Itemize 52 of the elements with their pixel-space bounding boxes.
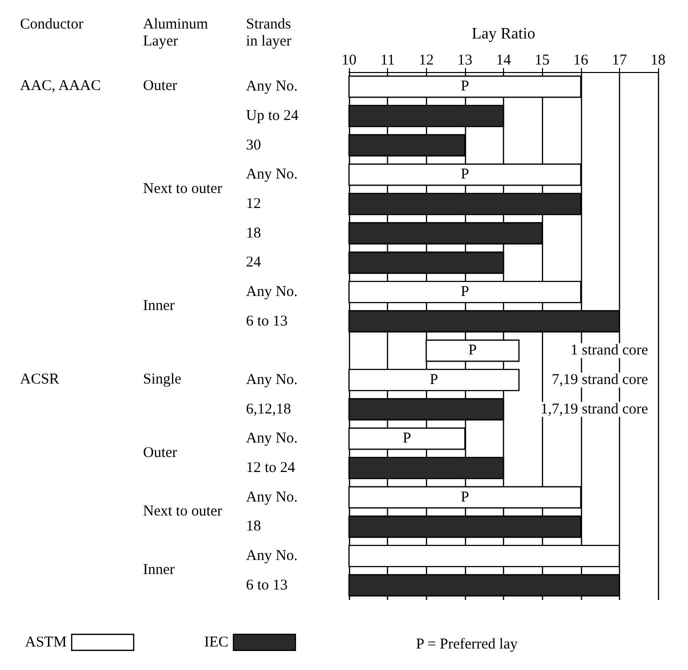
- y-tick-label: 30: [246, 137, 261, 154]
- x-tick-label: 12: [418, 52, 434, 68]
- text: ACSR: [20, 372, 60, 388]
- data-label: P: [460, 166, 470, 183]
- x-axis-title: Lay Ratio: [472, 26, 536, 42]
- y-tick-label: 6 to 13: [246, 577, 288, 594]
- y-tick-label: Any No.: [246, 430, 298, 447]
- y-tick-label: Any No.: [246, 372, 298, 388]
- text: P = Preferred lay: [416, 636, 518, 652]
- y-tick-label: Any No.: [246, 284, 298, 300]
- text: Single: [143, 372, 182, 388]
- x-tick-label: 17: [612, 52, 628, 68]
- y-tick-label: 24: [246, 254, 262, 271]
- data-label: P: [430, 372, 438, 388]
- legend-label: ASTM: [24, 634, 67, 650]
- y-tick-label: 18: [246, 518, 261, 535]
- y2-tick-label: 7,19 strand core: [552, 372, 648, 388]
- data-label: P: [460, 78, 470, 95]
- y-tick-label: 12 to 24: [246, 460, 296, 476]
- text: Aluminum Layer: [143, 16, 212, 50]
- y2-tick-label: 1,7,19 strand core: [540, 401, 648, 418]
- y-tick-label: Up to 24: [246, 108, 299, 124]
- text: Inner: [143, 562, 175, 578]
- text: Conductor: [20, 16, 84, 32]
- y-tick-label: Any No.: [246, 489, 298, 506]
- x-tick-label: 11: [380, 52, 395, 68]
- y-tick-label: Any No.: [246, 78, 298, 95]
- x-tick-label: 10: [342, 52, 356, 68]
- data-label: P: [468, 342, 477, 359]
- data-label: P: [460, 284, 470, 300]
- y-tick-label: 18: [246, 225, 261, 242]
- y-axis-title: Strands in layer: [246, 16, 295, 50]
- text: Outer: [143, 444, 178, 461]
- y-tick-label: 6,12,18: [246, 401, 291, 418]
- legend-label: IEC: [204, 634, 228, 650]
- text: Next to outer: [143, 180, 222, 197]
- y2-tick-label: 1 strand core: [570, 342, 648, 359]
- text: Outer: [143, 78, 178, 94]
- x-tick-label: 18: [650, 52, 666, 68]
- y-tick-label: Any No.: [246, 548, 298, 564]
- y-tick-label: 6 to 13: [246, 313, 288, 330]
- x-tick-label: 16: [573, 52, 589, 68]
- y-tick-label: 12: [246, 196, 261, 212]
- text: AAC, AAAC: [20, 78, 101, 94]
- data-label: P: [402, 430, 412, 447]
- text: Next to outer: [143, 504, 222, 520]
- text: Inner: [143, 298, 175, 314]
- y-tick-label: Any No.: [246, 166, 298, 183]
- x-tick-label: 13: [457, 52, 472, 68]
- x-tick-label: 14: [496, 52, 512, 68]
- x-tick-label: 15: [534, 52, 550, 68]
- data-label: P: [460, 489, 470, 506]
